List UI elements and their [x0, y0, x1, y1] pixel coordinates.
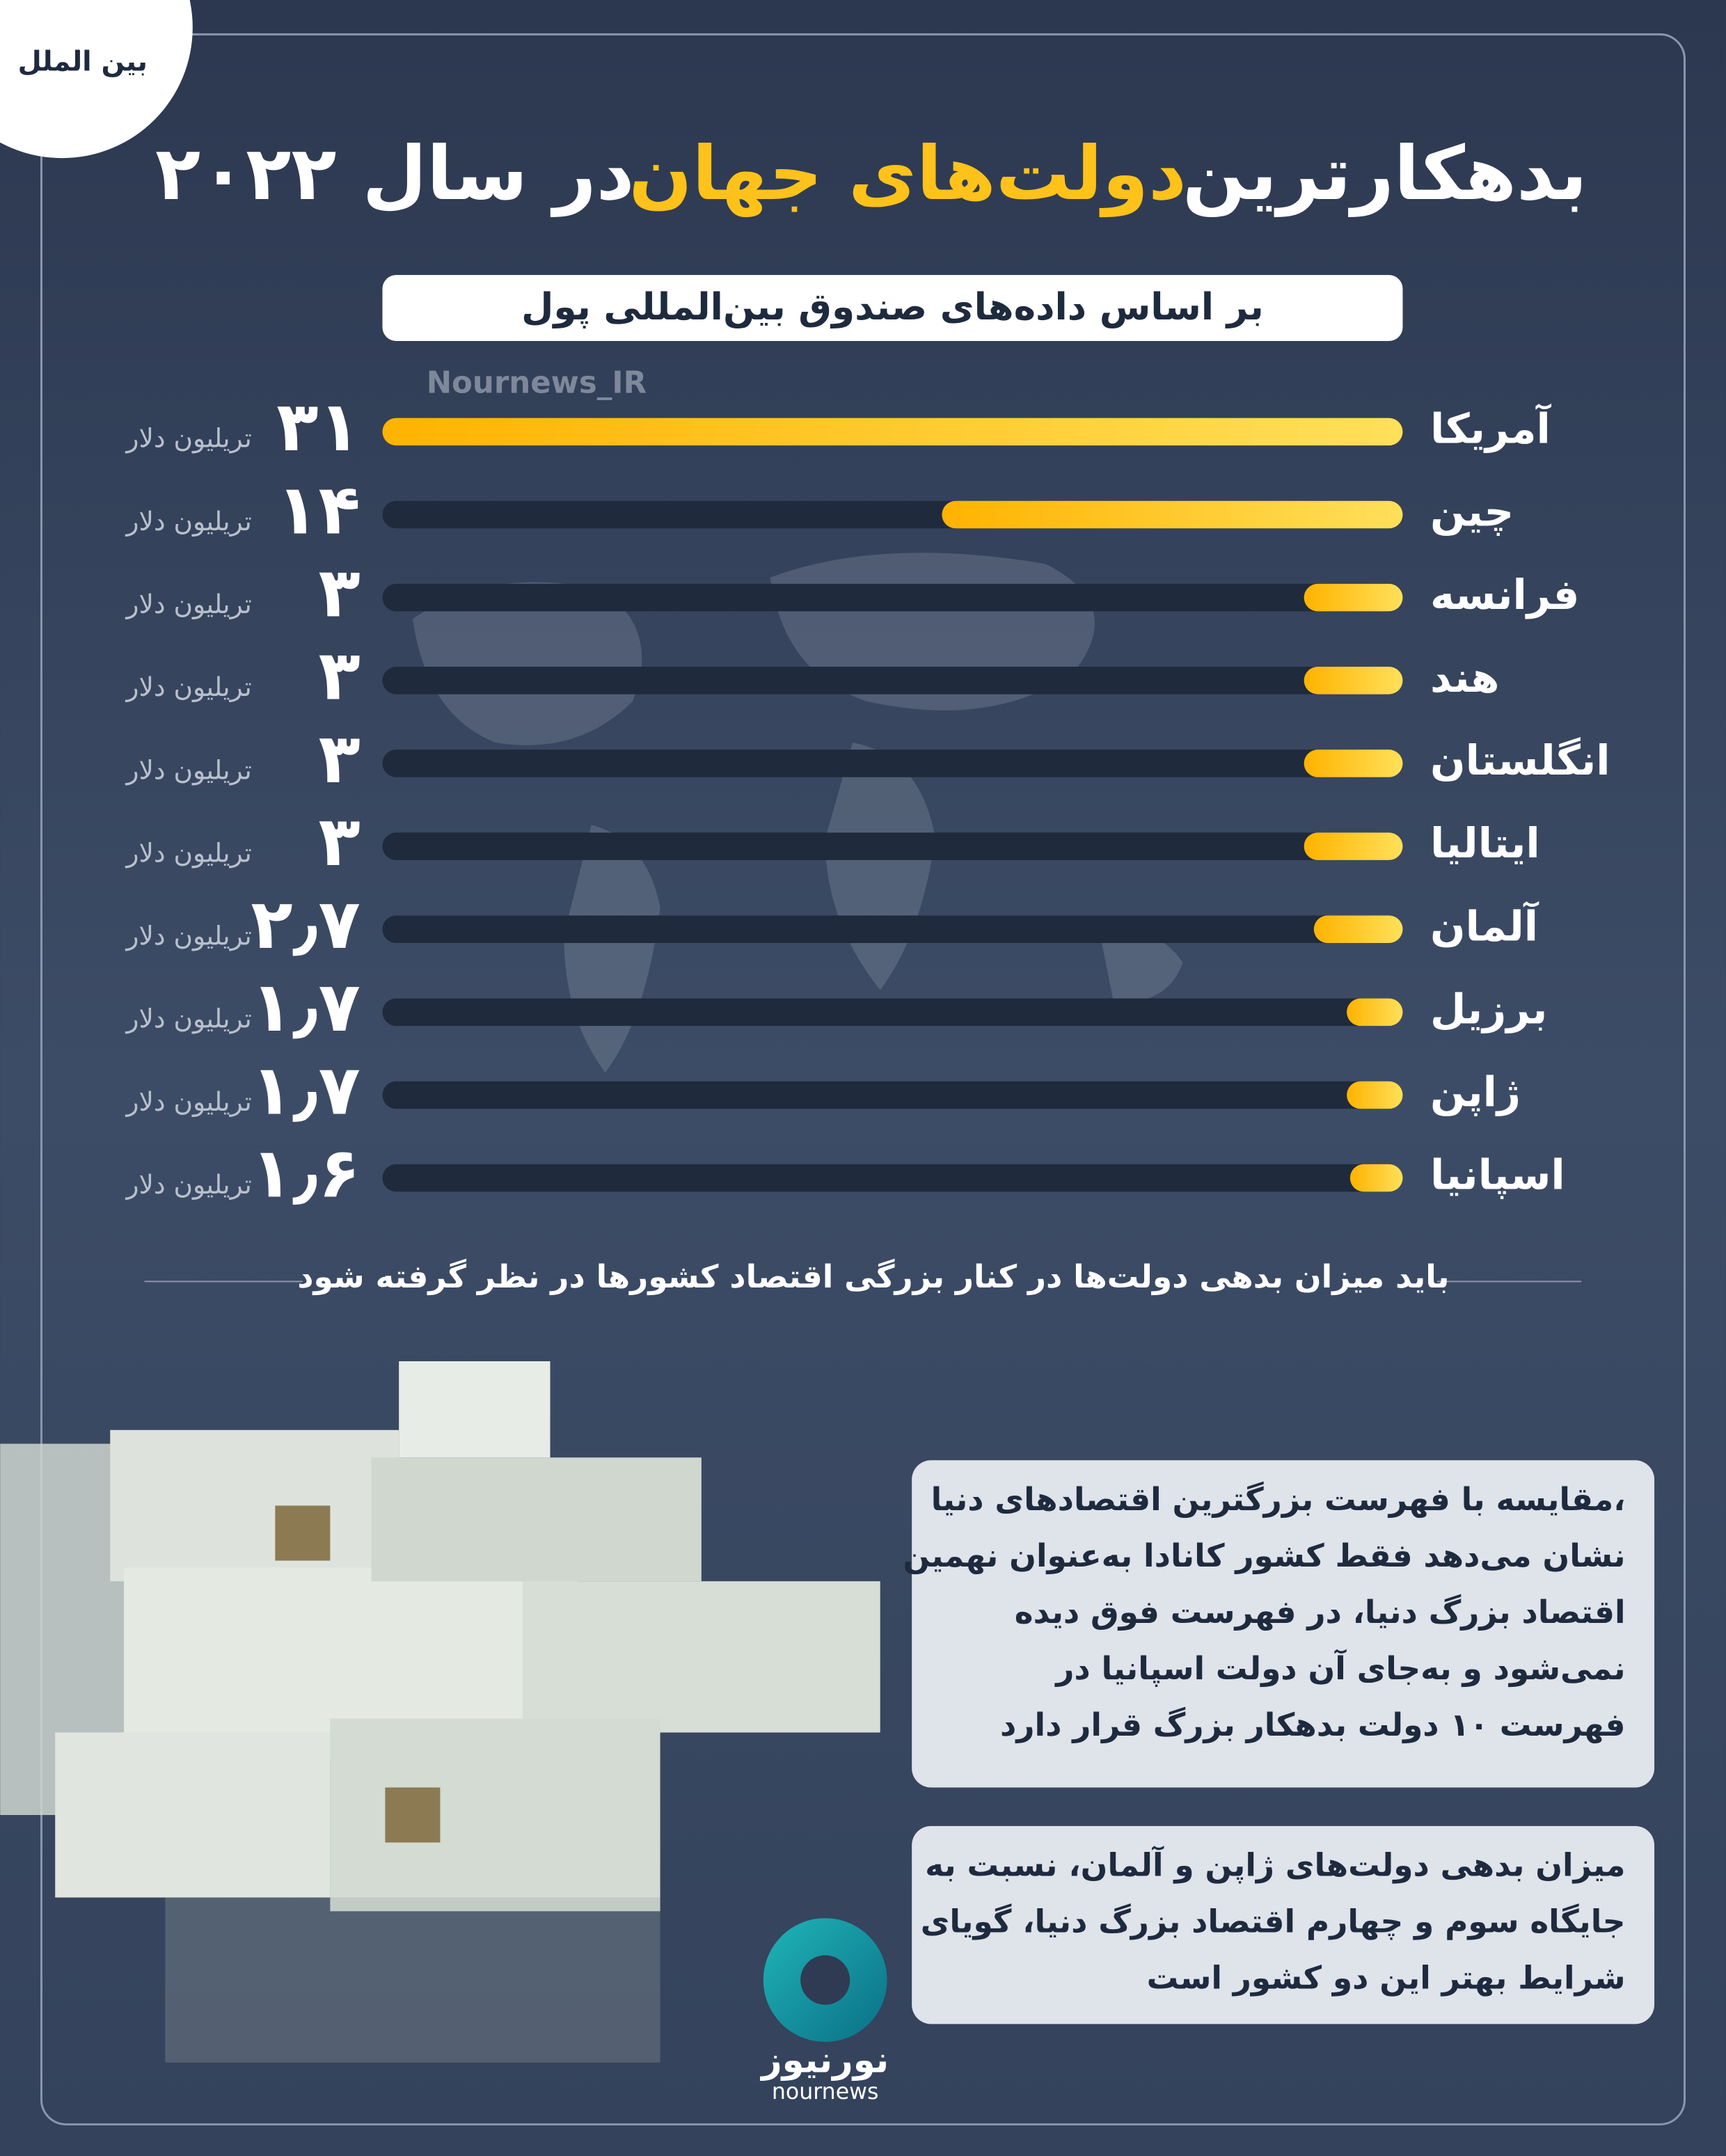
unit-label: تریلیون دلار	[125, 837, 251, 868]
unit-label: تریلیون دلار	[125, 423, 251, 454]
bar	[1304, 832, 1403, 860]
unit-label: تریلیون دلار	[125, 1169, 251, 1200]
watermark: Nournews_IR	[427, 366, 647, 401]
corner-badge	[0, 0, 193, 159]
subtitle-pill	[382, 275, 1403, 341]
category-label: ژاپن	[1430, 1068, 1521, 1117]
bar	[1304, 583, 1403, 612]
logo-mark	[800, 1955, 850, 2005]
title: بدهکارترین	[1182, 131, 1588, 217]
note-box	[912, 1460, 1655, 1788]
logo-name: نورنیوز	[759, 2040, 889, 2082]
money-illustration	[0, 1361, 880, 2063]
bar-track	[382, 667, 1403, 695]
unit-label: تریلیون دلار	[125, 1086, 251, 1117]
note-line: شرایط بهتر این دو کشور است	[1147, 1960, 1626, 1997]
bar	[1304, 750, 1403, 777]
unit-label: تریلیون دلار	[125, 921, 251, 951]
bar-track	[382, 1081, 1403, 1109]
note-line: میزان بدهی دولت‌های ژاپن و آلمان، نسبت ب…	[925, 1846, 1625, 1884]
bar-track	[382, 915, 1403, 943]
category-label: فرانسه	[1430, 571, 1580, 619]
value-label: ۳	[319, 719, 361, 799]
bar	[1347, 998, 1403, 1027]
note-box	[912, 1825, 1655, 2024]
value-label: ۳	[319, 636, 361, 716]
category-label: آمریکا	[1430, 403, 1552, 453]
note-line: جایگاه سوم و چهارم اقتصاد بزرگ دنیا، گوی…	[921, 1903, 1626, 1940]
bar-track	[382, 832, 1403, 860]
value-label: ۱۴	[276, 470, 361, 550]
note-line: نشان می‌دهد فقط کشور کانادا به‌عنوان نهم…	[903, 1537, 1625, 1574]
unit-label: تریلیون دلار	[125, 754, 251, 785]
bar-track	[382, 750, 1403, 777]
bar	[942, 500, 1403, 529]
title: در سال ۲۰۲۲	[155, 131, 634, 217]
note-line: نمی‌شود و به‌جای آن دولت اسپانیا در	[1054, 1649, 1625, 1687]
category-label: هند	[1430, 653, 1500, 702]
note-line: اقتصاد بزرگ دنیا، در فهرست فوق دیده	[1015, 1594, 1626, 1631]
subtitle: بر اساس داده‌های صندوق بین‌المللی پول	[521, 285, 1264, 328]
value-label: ۳	[319, 553, 361, 633]
value-label: ۳	[319, 802, 361, 882]
footnote: باید میزان بدهی دولت‌ها در کنار بزرگی اق…	[297, 1258, 1449, 1295]
category-label: چین	[1430, 488, 1514, 537]
category-label: برزیل	[1430, 985, 1547, 1033]
bar	[1347, 1081, 1403, 1109]
category-label: انگلستان	[1430, 736, 1610, 784]
frame	[40, 33, 1686, 2126]
bar	[1304, 667, 1403, 695]
category-label: آلمان	[1430, 901, 1539, 950]
category-label: ایتالیا	[1430, 819, 1540, 867]
value-label: ۳۱	[276, 387, 361, 467]
value-label: ۲٫۷	[251, 885, 360, 965]
value-label: ۱٫۷	[251, 967, 360, 1047]
tag: بین الملل	[18, 45, 148, 77]
bar-track	[382, 998, 1403, 1027]
bar	[1349, 1164, 1403, 1192]
value-label: ۱٫۶	[251, 1133, 360, 1213]
unit-label: تریلیون دلار	[125, 672, 251, 702]
logo-latin: nournews	[772, 2079, 879, 2105]
category-label: اسپانیا	[1430, 1151, 1565, 1200]
unit-label: تریلیون دلار	[125, 506, 251, 537]
unit-label: تریلیون دلار	[125, 589, 251, 619]
note-line: فهرست ۱۰ دولت بدهکار بزرگ قرار دارد	[1000, 1706, 1625, 1743]
bar-track	[382, 1164, 1403, 1192]
bar	[1313, 915, 1403, 943]
value-label: ۱٫۷	[251, 1050, 360, 1130]
bar-track	[382, 583, 1403, 612]
note-line: مقایسه با فهرست بزرگترین اقتصادهای دنیا،	[931, 1481, 1626, 1518]
bar	[382, 418, 1403, 446]
title: دولت‌های جهان	[628, 131, 1186, 218]
unit-label: تریلیون دلار	[125, 1004, 251, 1034]
